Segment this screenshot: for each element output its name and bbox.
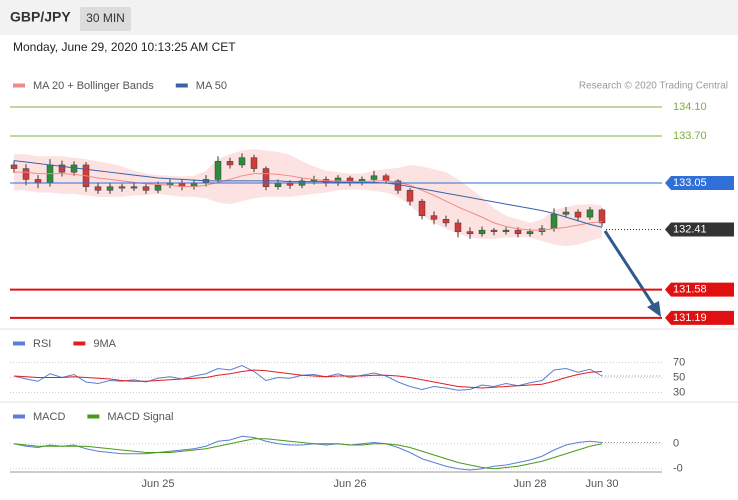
timeframe-button[interactable]: [80, 7, 131, 31]
candle-body: [406, 190, 414, 202]
candle-body: [370, 175, 378, 180]
legend-swatch: [13, 414, 25, 419]
level-tag: [665, 310, 734, 325]
candle-body: [478, 229, 486, 235]
candle-body: [394, 180, 402, 191]
y-tick-label: -0: [673, 463, 683, 475]
candle-body: [154, 184, 162, 191]
y-tick-label: 30: [673, 386, 685, 398]
credit: Research © 2020 Trading Central: [579, 81, 728, 92]
x-tick-label: Jun 25: [141, 478, 174, 490]
legend-swatch: [73, 341, 86, 346]
candle-body: [118, 186, 126, 189]
candle-body: [442, 219, 450, 224]
candle-body: [430, 215, 438, 220]
candle-body: [418, 200, 426, 216]
candle-body: [574, 211, 582, 218]
moving-average: [13, 160, 603, 228]
legend-swatch: [87, 414, 100, 419]
candle-body: [586, 209, 594, 218]
level-label: 131.19: [673, 312, 707, 324]
indicator-line: [13, 438, 603, 470]
legend-swatch: [13, 83, 25, 88]
forecast-arrow: [603, 230, 661, 317]
candle-body: [238, 157, 246, 166]
candle-body: [34, 179, 42, 184]
level-label: 133.70: [673, 130, 707, 142]
indicator-line: [13, 369, 603, 389]
candle-body: [58, 164, 66, 173]
y-tick-label: 0: [673, 438, 679, 450]
candle-body: [226, 161, 234, 166]
x-tick-label: Jun 28: [513, 478, 546, 490]
legend-label: MACD Signal: [107, 411, 173, 423]
indicator-line: [13, 435, 603, 471]
indicator-line: [13, 364, 603, 391]
level-tag: [665, 222, 734, 237]
candle-body: [262, 168, 270, 187]
candle-body: [10, 164, 18, 169]
candle-body: [490, 229, 498, 232]
x-tick-label: Jun 26: [333, 478, 366, 490]
level-tag: [665, 176, 734, 191]
candle-body: [382, 175, 390, 182]
candle-body: [94, 186, 102, 191]
candle-body: [466, 231, 474, 235]
candle-body: [130, 186, 138, 189]
level-tag: [665, 282, 734, 297]
legend-swatch: [13, 341, 25, 346]
legend-label: MA 50: [196, 80, 227, 92]
candle-body: [502, 229, 510, 232]
candle-body: [106, 186, 114, 191]
legend-swatch: [175, 83, 188, 88]
candle-body: [526, 231, 534, 235]
y-tick-label: 70: [673, 356, 685, 368]
candle-body: [214, 161, 222, 180]
candle-body: [274, 182, 282, 187]
legend-label: RSI: [33, 338, 51, 350]
y-tick-label: 50: [673, 371, 685, 383]
timestamp: Monday, June 29, 2020 10:13:25 AM CET: [13, 40, 236, 54]
legend-label: MA 20 + Bollinger Bands: [33, 80, 154, 92]
level-label: 132.41: [673, 223, 707, 235]
candle-body: [454, 222, 462, 232]
candle-body: [514, 229, 522, 235]
legend-label: MACD: [33, 411, 65, 423]
moving-average: [14, 171, 603, 231]
candle-body: [250, 157, 258, 169]
candle-body: [22, 168, 30, 180]
candle-body: [598, 209, 606, 224]
candle-body: [142, 186, 150, 191]
timeframe-label[interactable]: 30 MIN: [86, 11, 125, 25]
candle-body: [562, 211, 570, 215]
symbol: GBP/JPY: [10, 9, 71, 25]
bollinger-band: [14, 148, 602, 247]
legend-label: 9MA: [93, 338, 116, 350]
level-label: 133.05: [673, 177, 707, 189]
x-tick-label: Jun 30: [585, 478, 618, 490]
level-label: 134.10: [673, 101, 707, 113]
candle-body: [550, 213, 558, 229]
level-label: 131.58: [673, 283, 707, 295]
